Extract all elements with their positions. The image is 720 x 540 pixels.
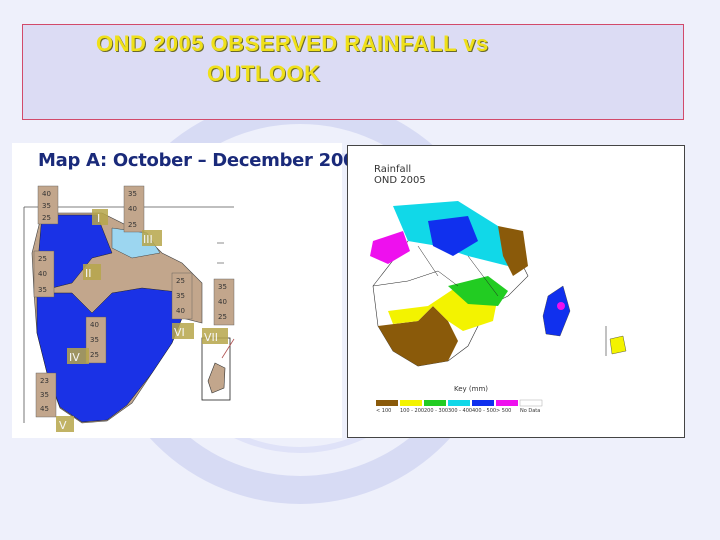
svg-text:25: 25 — [218, 313, 227, 321]
svg-text:25: 25 — [128, 221, 137, 229]
map-b-title: Rainfall OND 2005 — [374, 164, 426, 186]
rainfall-legend — [376, 399, 543, 407]
legend-swatch — [448, 400, 470, 406]
outlook-map-graphic: 40 35 25 35 40 25 25 40 35 40 35 25 25 3… — [23, 185, 235, 432]
probability-box: 40 35 25 — [85, 316, 107, 364]
legend-label: 400 - 500 — [472, 408, 497, 414]
svg-text:45: 45 — [40, 405, 49, 413]
probability-box: 35 40 25 — [123, 185, 145, 233]
svg-text:25: 25 — [90, 351, 99, 359]
probability-box: 25 40 35 — [33, 250, 55, 298]
legend-label: > 500 — [496, 408, 512, 414]
legend-swatch — [519, 399, 543, 407]
map-a-title: Map A: October – December 2005 — [38, 150, 368, 171]
svg-text:25: 25 — [38, 255, 47, 263]
svg-text:40: 40 — [38, 270, 47, 278]
zone-label: II — [85, 267, 92, 280]
probability-box: 25 35 40 — [171, 272, 193, 320]
legend-label: 100 - 200 — [400, 408, 425, 414]
probability-box: 23 35 45 — [35, 372, 57, 418]
map-b-title-line-1: Rainfall — [374, 164, 412, 175]
svg-text:40: 40 — [42, 190, 51, 198]
zone-label: I — [97, 212, 100, 225]
svg-text:35: 35 — [128, 190, 137, 198]
svg-text:40: 40 — [128, 205, 137, 213]
svg-text:35: 35 — [218, 283, 227, 291]
legend-title: Key (mm) — [454, 385, 489, 393]
map-b-title-line-2: OND 2005 — [374, 175, 426, 186]
slide-title-line-2: OUTLOOK — [207, 61, 321, 86]
svg-text:35: 35 — [40, 391, 49, 399]
slide-title-box: OND 2005 OBSERVED RAINFALL vs OUTLOOK — [22, 24, 684, 120]
probability-box: 40 35 25 — [37, 185, 59, 225]
observed-rainfall-map-b: Rainfall OND 2005 — [347, 145, 685, 438]
legend-swatch — [400, 400, 422, 406]
svg-text:40: 40 — [90, 321, 99, 329]
svg-text:40: 40 — [176, 307, 185, 315]
legend-label: < 100 — [376, 408, 392, 414]
zone-label: VII — [204, 331, 218, 344]
legend-label: No Data — [520, 408, 541, 414]
svg-text:35: 35 — [176, 292, 185, 300]
zone-label: VI — [174, 326, 185, 339]
zone-label: III — [143, 233, 153, 246]
legend-swatch — [424, 400, 446, 406]
svg-text:35: 35 — [90, 336, 99, 344]
legend-swatch — [376, 400, 398, 406]
zone-label: IV — [69, 351, 80, 364]
legend-swatch — [472, 400, 494, 406]
legend-swatch — [496, 400, 518, 406]
svg-text:40: 40 — [218, 298, 227, 306]
svg-text:23: 23 — [40, 377, 49, 385]
svg-text:35: 35 — [42, 202, 51, 210]
zone-label: V — [59, 419, 67, 432]
outlook-map-a: Map A: October – December 2005 40 35 25 … — [12, 143, 368, 438]
probability-box: 35 40 25 — [213, 278, 235, 326]
legend-label: 300 - 400 — [448, 408, 473, 414]
legend-label: 200 - 300 — [424, 408, 449, 414]
svg-text:25: 25 — [176, 277, 185, 285]
rainfall-map-graphic — [370, 201, 627, 407]
svg-text:35: 35 — [38, 286, 47, 294]
slide-title-line-1: OND 2005 OBSERVED RAINFALL vs — [96, 31, 489, 56]
svg-text:25: 25 — [42, 214, 51, 222]
